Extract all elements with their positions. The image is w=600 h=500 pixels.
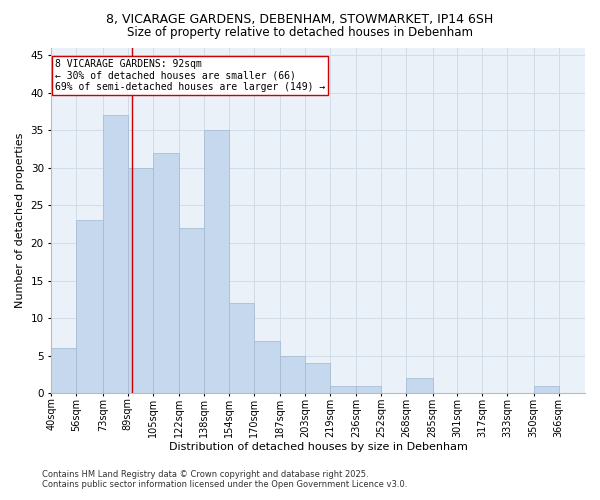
Bar [356,386,381,394]
Text: Contains HM Land Registry data © Crown copyright and database right 2025.
Contai: Contains HM Land Registry data © Crown c… [42,470,407,489]
Bar [52,348,76,394]
Bar [406,378,433,394]
Text: 8, VICARAGE GARDENS, DEBENHAM, STOWMARKET, IP14 6SH: 8, VICARAGE GARDENS, DEBENHAM, STOWMARKE… [106,12,494,26]
Bar [103,115,128,394]
Bar [76,220,103,394]
Bar [152,152,179,394]
X-axis label: Distribution of detached houses by size in Debenham: Distribution of detached houses by size … [169,442,467,452]
Y-axis label: Number of detached properties: Number of detached properties [15,132,25,308]
Text: Size of property relative to detached houses in Debenham: Size of property relative to detached ho… [127,26,473,39]
Bar [280,356,305,394]
Bar [128,168,152,394]
Bar [229,303,254,394]
Bar [533,386,559,394]
Bar [254,340,280,394]
Text: 8 VICARAGE GARDENS: 92sqm
← 30% of detached houses are smaller (66)
69% of semi-: 8 VICARAGE GARDENS: 92sqm ← 30% of detac… [55,59,325,92]
Bar [179,228,204,394]
Bar [204,130,229,394]
Bar [305,363,330,394]
Bar [330,386,356,394]
